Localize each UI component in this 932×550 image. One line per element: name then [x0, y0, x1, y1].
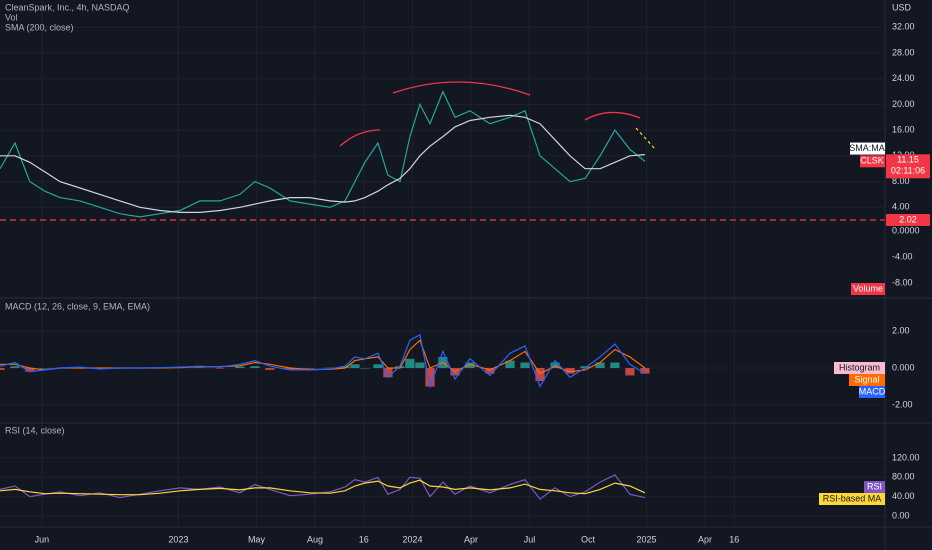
x-tick-label: Apr	[464, 534, 478, 544]
histogram-bar	[625, 368, 635, 376]
x-tick-label: Jun	[35, 534, 50, 544]
series-line	[0, 90, 646, 218]
histogram-bar	[305, 368, 315, 369]
histogram-bar	[250, 366, 260, 369]
x-tick-label: Jul	[524, 534, 536, 544]
volume-tag-bg	[851, 283, 885, 295]
legend-tag-bg	[849, 374, 885, 386]
histogram-bar	[340, 366, 350, 369]
series-line	[0, 474, 646, 500]
annotation-arc	[392, 81, 531, 96]
support-tag-bg	[886, 214, 930, 227]
volume-legend: Vol	[5, 12, 18, 22]
legend-tag-bg	[859, 386, 885, 398]
y-tick-label: -2.00	[892, 399, 913, 409]
y-tick-label: 28.00	[892, 47, 915, 57]
histogram-bar	[285, 368, 295, 370]
histogram-bar	[595, 362, 605, 369]
x-tick-label: 16	[729, 534, 739, 544]
histogram-bar	[465, 362, 475, 369]
histogram-bar	[415, 362, 425, 369]
rsi-legend: RSI (14, close)	[5, 425, 65, 435]
last-price: 11.15	[897, 155, 919, 165]
legend-tag-bg	[834, 362, 885, 374]
y-tick-label: 120.00	[892, 452, 920, 462]
x-tick-label: May	[248, 534, 266, 544]
legend-tag: Signal	[854, 374, 879, 384]
x-tick-label: 2025	[636, 534, 656, 544]
x-tick-label: Apr	[698, 534, 712, 544]
histogram-bar	[10, 366, 20, 369]
y2-tick-label: -8.00	[892, 277, 913, 287]
histogram-bar	[215, 368, 225, 369]
histogram-bar	[520, 362, 530, 369]
histogram-bar	[360, 368, 370, 369]
annotation-trend	[635, 127, 657, 151]
symbol-tag: CLSK	[860, 156, 884, 166]
y-tick-label: 8.00	[892, 176, 910, 186]
series-line	[0, 479, 646, 496]
currency: USD	[892, 2, 912, 12]
macd-legend: MACD (12, 26, close, 9, EMA, EMA)	[5, 301, 150, 311]
histogram-bar	[580, 366, 590, 369]
x-tick-label: Oct	[581, 534, 596, 544]
histogram-bar	[405, 358, 415, 369]
price-tag-bg	[886, 154, 930, 179]
series-line	[0, 114, 645, 213]
sma-tag: SMA:MA	[849, 143, 885, 153]
legend-tag: RSI-based MA	[823, 493, 882, 503]
histogram-bar	[610, 362, 620, 369]
legend-tag: RSI	[867, 481, 882, 491]
x-tick-label: 16	[359, 534, 369, 544]
legend-tag-bg	[819, 493, 885, 505]
y-tick-label: 32.00	[892, 22, 915, 32]
price-axis-bg	[885, 0, 932, 550]
support-tag: 2.02	[899, 214, 917, 224]
y2-tick-label: -4.00	[892, 251, 913, 261]
y-tick-label: 4.00	[892, 202, 910, 212]
histogram-bar	[195, 367, 205, 369]
histogram-bar	[565, 368, 575, 374]
sma-tag-bg	[850, 142, 885, 155]
countdown: 02:11:06	[891, 166, 925, 176]
y-tick-label: 24.00	[892, 73, 915, 83]
y-tick-label: 20.00	[892, 99, 915, 109]
chart-title: CleanSpark, Inc., 4h, NASDAQ	[5, 2, 130, 12]
volume-tag: Volume	[853, 283, 883, 293]
y-tick-label: 0.00	[892, 510, 910, 520]
legend-tag: Histogram	[839, 362, 880, 372]
histogram-bar	[235, 366, 245, 369]
symbol-tag-bg	[860, 155, 885, 168]
histogram-bar	[40, 368, 50, 369]
histogram-bar	[25, 368, 35, 372]
y-tick-label: 40.00	[892, 491, 915, 501]
histogram-bar	[425, 368, 435, 387]
legend-tag-bg	[864, 481, 885, 493]
y-tick-label: 0.000	[892, 362, 915, 372]
histogram-bar	[535, 368, 545, 381]
annotation-arc	[584, 111, 641, 121]
y-tick-label: 2.00	[892, 325, 910, 335]
histogram-bar	[373, 364, 383, 369]
histogram-bar	[550, 362, 560, 369]
histogram-bar	[383, 368, 393, 378]
sma-legend: SMA (200, close)	[5, 22, 74, 32]
histogram-bar	[0, 368, 5, 370]
histogram-bar	[350, 364, 360, 369]
legend-tag: MACD	[859, 386, 886, 396]
histogram-bar	[265, 368, 275, 370]
y-tick-label: 16.00	[892, 125, 915, 135]
annotation-arc	[339, 129, 381, 147]
x-tick-label: 2023	[168, 534, 188, 544]
x-tick-label: 2024	[402, 534, 422, 544]
histogram-bar	[640, 368, 650, 374]
histogram-bar	[325, 367, 335, 369]
x-tick-label: Aug	[307, 534, 323, 544]
y-tick-label: 80.00	[892, 472, 915, 482]
series-line	[0, 333, 646, 389]
histogram-bar	[505, 360, 515, 369]
y2-tick-label: 0.0000	[892, 225, 920, 235]
histogram-bar	[485, 368, 495, 374]
